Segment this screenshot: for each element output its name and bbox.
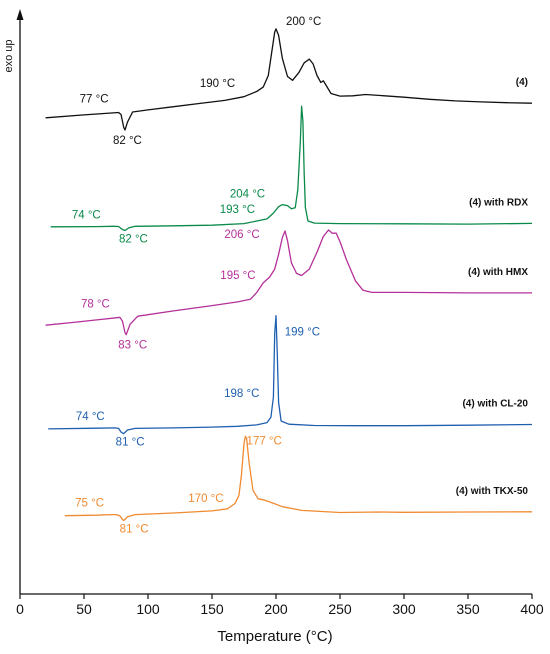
peak-annotation: 206 °C — [224, 229, 259, 241]
series-label-4: (4) with CL-20 — [462, 398, 528, 409]
y-axis-arrow-icon — [16, 9, 24, 20]
x-tick-label: 400 — [520, 601, 544, 617]
peak-annotation: 195 °C — [220, 270, 255, 282]
series-line-3 — [45, 229, 532, 336]
peak-annotation: 199 °C — [285, 327, 320, 339]
peak-annotation: 190 °C — [200, 78, 235, 90]
peak-annotation: 200 °C — [286, 16, 321, 28]
x-tick-label: 350 — [456, 601, 480, 617]
peak-annotation: 83 °C — [118, 340, 147, 352]
x-tick-label: 50 — [76, 601, 92, 617]
x-axis-title: Temperature (°C) — [217, 628, 332, 645]
peak-annotation: 204 °C — [230, 188, 265, 200]
x-tick-label: 200 — [264, 601, 288, 617]
series-line-5 — [64, 435, 533, 522]
peak-annotation: 193 °C — [220, 204, 255, 216]
peak-annotation: 82 °C — [113, 135, 142, 147]
series-label-3: (4) with HMX — [468, 267, 528, 278]
series-line-1 — [45, 28, 533, 131]
series-line-4 — [48, 315, 533, 435]
x-tick-label: 300 — [392, 601, 416, 617]
peak-annotation: 170 °C — [188, 493, 223, 505]
peak-annotation: 81 °C — [120, 523, 149, 535]
peak-annotation: 198 °C — [224, 388, 259, 400]
series-label-2: (4) with RDX — [469, 197, 528, 208]
x-tick-label: 250 — [328, 601, 352, 617]
peak-annotation: 77 °C — [80, 94, 109, 106]
series-line-2 — [50, 105, 533, 232]
peak-annotation: 75 °C — [75, 498, 104, 510]
x-tick-label: 0 — [16, 601, 24, 617]
x-tick-label: 100 — [136, 601, 160, 617]
y-axis-label: exo up — [3, 39, 15, 72]
series-label-1: (4) — [516, 77, 528, 88]
series-label-5: (4) with TKX-50 — [456, 486, 529, 497]
peak-annotations: 200 °C 190 °C 77 °C 82 °C 204 °C 193 °C 74 °C 8… — [72, 16, 321, 536]
peak-annotation: 74 °C — [72, 209, 101, 221]
peak-annotation: 82 °C — [119, 234, 148, 246]
peak-annotation: 74 °C — [76, 411, 105, 423]
series-curves: (4) (4) with RDX (4) with HMX (4) with CL-2… — [45, 28, 533, 522]
peak-annotation: 177 °C — [247, 435, 282, 447]
peak-annotation: 81 °C — [116, 437, 145, 449]
x-tick-label: 150 — [200, 601, 224, 617]
peak-annotation: 78 °C — [81, 298, 110, 310]
axes: 0 50 100 150 200 250 300 350 400 — [16, 9, 544, 617]
